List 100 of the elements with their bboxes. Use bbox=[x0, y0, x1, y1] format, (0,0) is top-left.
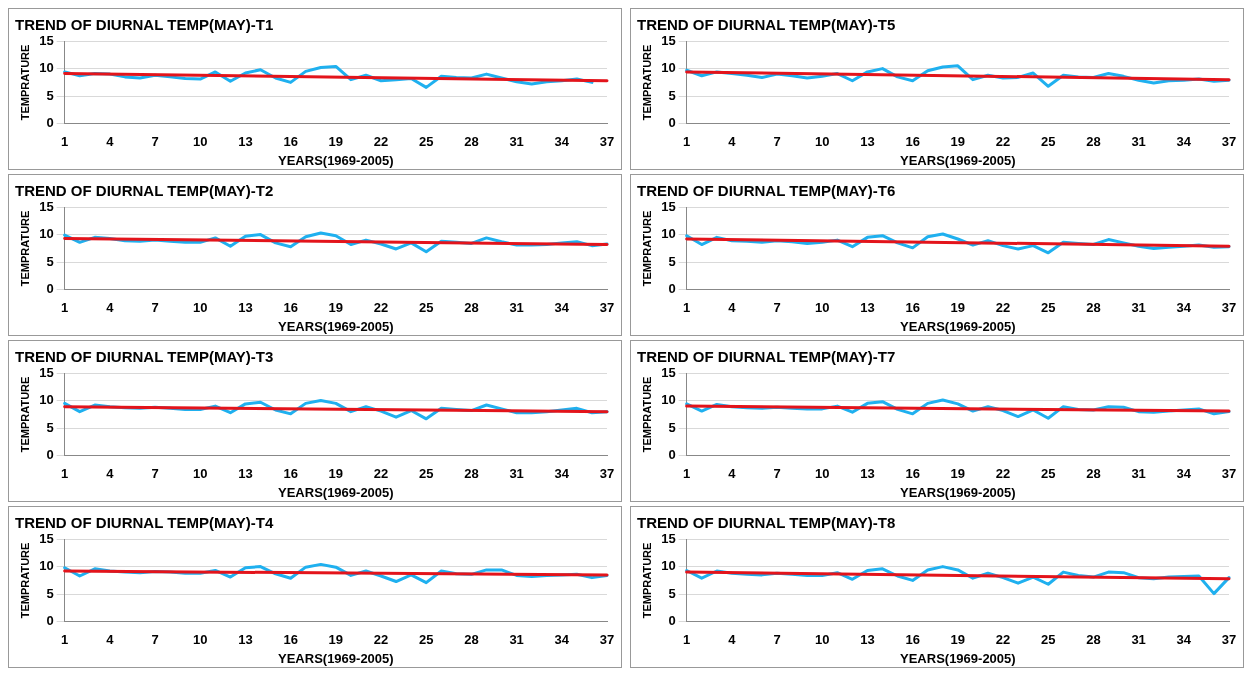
x-tick-label: 1 bbox=[683, 632, 691, 648]
x-tick-label: 13 bbox=[860, 466, 875, 482]
x-tick-label: 34 bbox=[554, 466, 570, 482]
x-tick-label: 19 bbox=[328, 134, 344, 150]
y-tick-label: 0 bbox=[46, 281, 54, 297]
x-tick-label: 10 bbox=[815, 134, 830, 150]
x-tick-label: 25 bbox=[1040, 134, 1056, 150]
x-tick-label: 28 bbox=[464, 466, 479, 482]
x-tick-label: 28 bbox=[1086, 466, 1101, 482]
x-tick-label: 22 bbox=[995, 632, 1011, 648]
y-tick-label: 10 bbox=[39, 558, 54, 574]
y-axis-title: TEMPRATURE bbox=[640, 210, 653, 287]
x-tick-label: 22 bbox=[373, 300, 389, 316]
x-tick-label: 13 bbox=[238, 134, 253, 150]
x-tick-label: 37 bbox=[1221, 466, 1237, 482]
x-tick-label: 4 bbox=[106, 300, 115, 316]
y-tick-label: 10 bbox=[39, 60, 54, 76]
x-tick-label: 1 bbox=[61, 300, 69, 316]
x-tick-label: 13 bbox=[238, 466, 253, 482]
chart-title: TREND OF DIURNAL TEMP(MAY)-T3 bbox=[15, 348, 274, 366]
x-tick-label: 4 bbox=[728, 134, 737, 150]
x-tick-label: 22 bbox=[995, 300, 1011, 316]
y-tick-label: 10 bbox=[661, 60, 676, 76]
x-tick-label: 19 bbox=[950, 134, 966, 150]
chart-title: TREND OF DIURNAL TEMP(MAY)-T4 bbox=[15, 514, 274, 532]
x-tick-label: 10 bbox=[193, 632, 208, 648]
x-axis-title: YEARS(1969-2005) bbox=[278, 484, 394, 500]
x-tick-label: 7 bbox=[773, 466, 781, 482]
x-axis-title: YEARS(1969-2005) bbox=[900, 650, 1016, 666]
x-tick-label: 19 bbox=[328, 300, 344, 316]
x-tick-label: 1 bbox=[683, 134, 691, 150]
x-axis-title: YEARS(1969-2005) bbox=[278, 318, 394, 334]
chart-title: TREND OF DIURNAL TEMP(MAY)-T7 bbox=[637, 348, 896, 366]
y-tick-label: 0 bbox=[46, 613, 54, 629]
x-tick-label: 22 bbox=[995, 134, 1011, 150]
x-tick-label: 19 bbox=[950, 300, 966, 316]
y-tick-label: 0 bbox=[668, 447, 676, 463]
y-axis-title: TEMPRATURE bbox=[18, 542, 31, 619]
x-tick-label: 16 bbox=[283, 300, 298, 316]
y-tick-label: 5 bbox=[668, 585, 676, 601]
x-tick-label: 13 bbox=[238, 300, 253, 316]
x-tick-label: 22 bbox=[373, 134, 389, 150]
y-tick-label: 5 bbox=[46, 419, 54, 435]
y-tick-label: 0 bbox=[46, 115, 54, 131]
x-tick-label: 31 bbox=[509, 300, 524, 316]
x-tick-label: 7 bbox=[773, 300, 781, 316]
x-tick-label: 1 bbox=[683, 300, 691, 316]
x-tick-label: 31 bbox=[509, 466, 524, 482]
x-axis-title: YEARS(1969-2005) bbox=[900, 484, 1016, 500]
x-tick-label: 13 bbox=[860, 632, 875, 648]
chart-title: TREND OF DIURNAL TEMP(MAY)-T5 bbox=[637, 16, 896, 34]
x-tick-label: 22 bbox=[373, 632, 389, 648]
x-axis-title: YEARS(1969-2005) bbox=[278, 152, 394, 168]
x-tick-label: 34 bbox=[1176, 300, 1192, 316]
x-tick-label: 28 bbox=[1086, 134, 1101, 150]
y-tick-label: 10 bbox=[39, 226, 54, 242]
x-tick-label: 4 bbox=[106, 466, 115, 482]
x-tick-label: 25 bbox=[418, 134, 434, 150]
x-tick-label: 10 bbox=[193, 466, 208, 482]
x-tick-label: 4 bbox=[728, 466, 737, 482]
x-tick-label: 25 bbox=[418, 300, 434, 316]
x-tick-label: 37 bbox=[599, 300, 615, 316]
x-tick-label: 31 bbox=[509, 632, 524, 648]
x-tick-label: 34 bbox=[554, 300, 570, 316]
x-tick-label: 37 bbox=[1221, 134, 1237, 150]
x-tick-label: 1 bbox=[61, 466, 69, 482]
y-tick-label: 0 bbox=[668, 281, 676, 297]
x-axis-title: YEARS(1969-2005) bbox=[900, 152, 1016, 168]
x-tick-label: 28 bbox=[1086, 632, 1101, 648]
x-tick-label: 31 bbox=[1131, 466, 1146, 482]
x-tick-label: 16 bbox=[283, 466, 298, 482]
y-axis-title: TEMPRATURE bbox=[18, 210, 31, 287]
x-tick-label: 4 bbox=[728, 300, 737, 316]
x-tick-label: 16 bbox=[905, 300, 920, 316]
x-tick-label: 37 bbox=[1221, 300, 1237, 316]
x-tick-label: 25 bbox=[1040, 466, 1056, 482]
y-tick-label: 10 bbox=[661, 226, 676, 242]
x-tick-label: 25 bbox=[418, 466, 434, 482]
y-tick-label: 0 bbox=[46, 447, 54, 463]
y-tick-label: 10 bbox=[39, 392, 54, 408]
x-tick-label: 34 bbox=[554, 134, 570, 150]
y-tick-label: 15 bbox=[39, 198, 54, 214]
y-tick-label: 15 bbox=[39, 530, 54, 546]
chart-title: TREND OF DIURNAL TEMP(MAY)-T8 bbox=[637, 514, 896, 532]
y-tick-label: 5 bbox=[46, 87, 54, 103]
x-tick-label: 25 bbox=[1040, 300, 1056, 316]
x-tick-label: 10 bbox=[193, 300, 208, 316]
x-tick-label: 28 bbox=[1086, 300, 1101, 316]
x-tick-label: 25 bbox=[418, 632, 434, 648]
x-tick-label: 4 bbox=[728, 632, 737, 648]
x-tick-label: 7 bbox=[773, 632, 781, 648]
x-tick-label: 4 bbox=[106, 632, 115, 648]
x-tick-label: 4 bbox=[106, 134, 115, 150]
x-tick-label: 28 bbox=[464, 632, 479, 648]
chart-title: TREND OF DIURNAL TEMP(MAY)-T6 bbox=[637, 182, 896, 200]
y-axis-title: TEMPRATURE bbox=[640, 542, 653, 619]
x-tick-label: 37 bbox=[1221, 632, 1237, 648]
y-tick-label: 15 bbox=[661, 364, 676, 380]
y-axis-title: TEMPRATURE bbox=[18, 376, 31, 453]
x-tick-label: 13 bbox=[860, 300, 875, 316]
